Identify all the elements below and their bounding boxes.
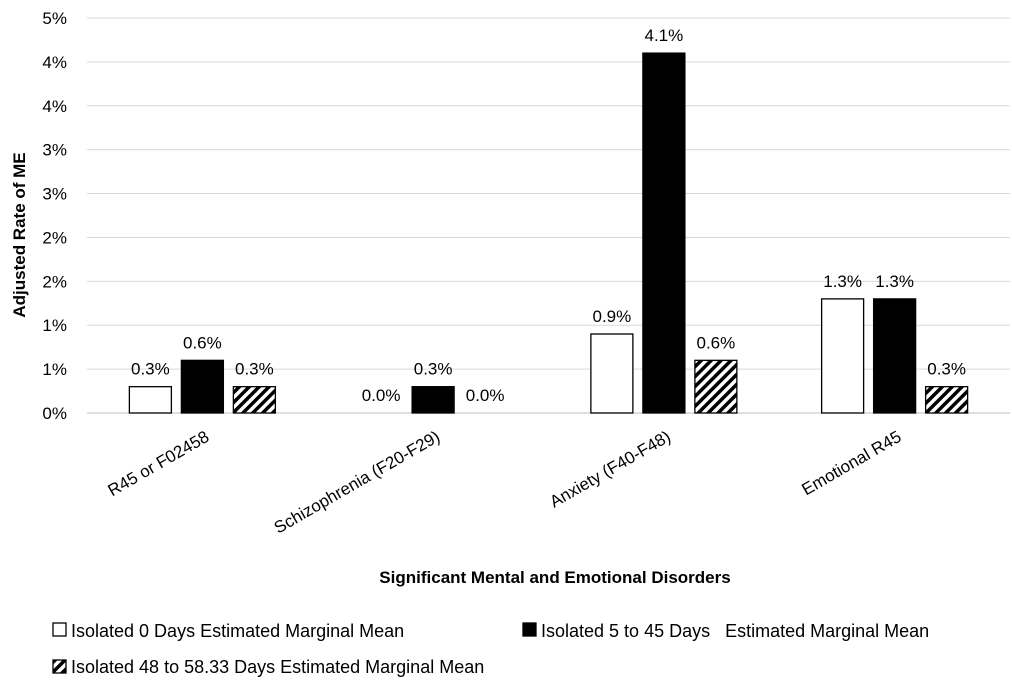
y-tick-label: 1%	[42, 360, 67, 379]
x-category-label: Emotional R45	[799, 427, 905, 499]
legend-swatch-2	[52, 659, 67, 674]
y-axis-title: Adjusted Rate of ME	[10, 152, 29, 317]
legend-swatch-1	[522, 622, 537, 637]
x-category-label: Schizophrenia (F20-F29)	[271, 427, 443, 537]
y-tick-label: 2%	[42, 272, 67, 291]
legend-item-2: Isolated 48 to 58.33 Days Estimated Marg…	[52, 657, 484, 677]
data-label-1-1: 0.3%	[414, 360, 453, 379]
legend-label-1: Isolated 5 to 45 Days Estimated Marginal…	[541, 621, 929, 641]
bars	[128, 52, 969, 414]
data-label-2-1: 4.1%	[645, 26, 684, 45]
data-label-3-2: 0.3%	[927, 360, 966, 379]
y-tick-label: 3%	[42, 185, 67, 204]
bar-2-1	[642, 52, 686, 414]
bar-0-1	[180, 359, 225, 414]
bar-0-0	[128, 386, 173, 414]
bar-3-0	[820, 298, 865, 414]
y-tick-label: 3%	[42, 141, 67, 160]
data-labels: 0.3% 0.6% 0.3% 0.0% 0.3% 0.0% 0.9% 4.1% 0.6% 1.3%…	[131, 26, 966, 405]
gridlines	[87, 17, 1010, 414]
data-label-1-2: 0.0%	[466, 386, 505, 405]
data-label-1-0: 0.0%	[362, 386, 401, 405]
legend: Isolated 0 Days Estimated Marginal Mean …	[52, 621, 929, 677]
y-tick-label: 4%	[42, 97, 67, 116]
legend-label-2: Isolated 48 to 58.33 Days Estimated Marg…	[71, 657, 484, 677]
bar-3-1	[872, 298, 917, 414]
y-axis-ticks: 0% 1% 1% 2% 2% 3% 3% 4% 4% 5%	[42, 9, 67, 423]
y-tick-label: 1%	[42, 316, 67, 335]
x-category-label: R45 or F02458	[105, 427, 213, 500]
data-label-3-1: 1.3%	[875, 272, 914, 291]
bar-0-2	[232, 386, 277, 414]
data-label-2-0: 0.9%	[593, 307, 632, 326]
y-tick-label: 4%	[42, 53, 67, 72]
y-tick-label: 2%	[42, 228, 67, 247]
legend-label-0: Isolated 0 Days Estimated Marginal Mean	[71, 621, 404, 641]
bar-2-0	[590, 333, 634, 414]
data-label-3-0: 1.3%	[823, 272, 862, 291]
data-label-0-0: 0.3%	[131, 360, 170, 379]
x-axis-title: Significant Mental and Emotional Disorde…	[379, 568, 730, 587]
y-tick-label: 5%	[42, 9, 67, 28]
data-label-0-1: 0.6%	[183, 333, 222, 352]
bar-3-2	[924, 386, 969, 414]
y-tick-label: 0%	[42, 404, 67, 423]
legend-swatch-0	[52, 622, 67, 637]
bar-1-1	[411, 386, 455, 414]
legend-item-1: Isolated 5 to 45 Days Estimated Marginal…	[522, 621, 929, 641]
data-label-0-2: 0.3%	[235, 360, 274, 379]
bar-2-2	[694, 359, 738, 414]
data-label-2-2: 0.6%	[697, 333, 736, 352]
x-category-label: Anxiety (F40-F48)	[547, 427, 674, 511]
x-axis-categories: R45 or F02458 Schizophrenia (F20-F29) Anxi…	[105, 427, 905, 537]
legend-item-0: Isolated 0 Days Estimated Marginal Mean	[52, 621, 404, 641]
